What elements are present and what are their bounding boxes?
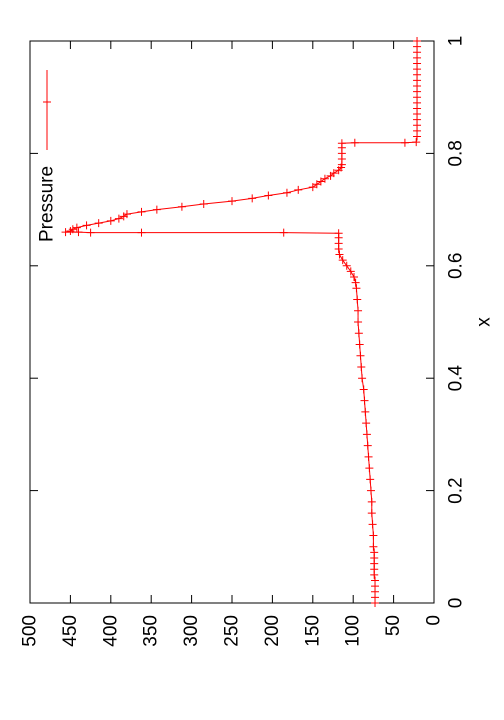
data-point [369, 531, 378, 540]
data-point [412, 138, 421, 147]
legend-marker-pressure [43, 98, 51, 106]
data-point [342, 261, 351, 270]
data-point [86, 228, 95, 237]
data-point [371, 576, 380, 585]
y-tick-label: 250 [222, 615, 243, 647]
x-tick-label: 0 [446, 598, 467, 609]
data-point [294, 185, 303, 194]
legend: Pressure [37, 70, 58, 242]
y-tick-label: 450 [60, 615, 81, 647]
data-point [366, 486, 375, 495]
data-point [352, 284, 361, 293]
data-point [350, 273, 359, 282]
data-point [362, 430, 371, 439]
data-point [351, 278, 360, 287]
x-tick-label: 0.8 [446, 140, 467, 166]
data-point [329, 169, 338, 178]
data-point [366, 475, 375, 484]
data-point [335, 250, 344, 259]
y-tick-label: 0 [424, 615, 445, 626]
x-axis-label: x [474, 317, 495, 327]
y-tick-label: 150 [302, 615, 323, 647]
data-point [264, 191, 273, 200]
data-point [355, 340, 364, 349]
y-tick-label: 400 [100, 615, 121, 647]
data-point [122, 210, 131, 219]
data-point [367, 509, 376, 518]
data-point [353, 295, 362, 304]
data-point [316, 177, 325, 186]
data-point [364, 452, 373, 461]
y-axis: 0 50 100 150 200 250 300 350 400 450 500 [20, 41, 445, 647]
data-point [362, 419, 371, 428]
x-tick-label: 1 [446, 36, 467, 47]
data-point [82, 221, 91, 230]
y-tick-label: 350 [141, 615, 162, 647]
data-point [199, 199, 208, 208]
x-axis: 0 0.2 0.4 0.6 0.8 1 [30, 36, 467, 609]
data-point [400, 138, 409, 147]
data-point [350, 138, 359, 147]
data-point [114, 214, 123, 223]
data-point [357, 362, 366, 371]
data-point [358, 374, 367, 383]
data-point [74, 228, 83, 237]
x-tick-label: 0.2 [446, 477, 467, 503]
data-point [61, 228, 70, 237]
data-point [361, 407, 370, 416]
data-point [356, 351, 365, 360]
data-point [359, 385, 368, 394]
data-point [279, 228, 288, 237]
x-tick-label: 0.6 [446, 253, 467, 279]
y-tick-label: 300 [181, 615, 202, 647]
data-point [334, 229, 343, 238]
y-tick-label: 500 [20, 615, 41, 647]
data-point [177, 202, 186, 211]
data-point [137, 228, 146, 237]
data-point [346, 267, 355, 276]
data-point [367, 497, 376, 506]
data-point [282, 188, 291, 197]
data-point [152, 205, 161, 214]
data-point [312, 180, 321, 189]
data-point [369, 542, 378, 551]
data-point [363, 441, 372, 450]
y-tick-label: 100 [343, 615, 364, 647]
data-point [228, 197, 236, 206]
series-layer [61, 37, 422, 607]
data-point [360, 396, 369, 405]
y-tick-label: 200 [262, 615, 283, 647]
data-point [320, 174, 329, 183]
data-point [354, 306, 363, 315]
data-point [370, 548, 379, 557]
data-point [413, 37, 422, 45]
x-tick-label: 0.4 [446, 365, 467, 392]
data-point [94, 219, 103, 228]
data-point [106, 216, 115, 225]
data-point [338, 256, 347, 265]
data-point [137, 207, 146, 216]
data-point [354, 329, 363, 338]
data-point [368, 520, 377, 529]
legend-label-pressure: Pressure [37, 166, 58, 242]
data-point [68, 225, 77, 234]
data-point [308, 183, 317, 192]
data-point [354, 318, 363, 326]
y-tick-label: 50 [383, 615, 404, 636]
data-point [248, 194, 257, 203]
data-point [365, 464, 374, 473]
data-point [337, 139, 346, 148]
data-point [72, 223, 81, 232]
